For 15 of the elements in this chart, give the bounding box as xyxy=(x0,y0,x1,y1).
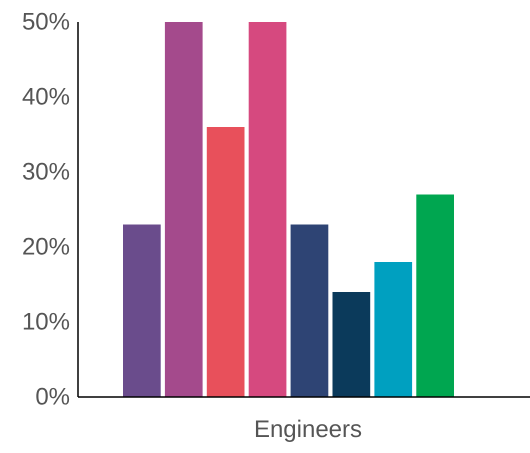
y-tick-label: 20% xyxy=(22,234,70,260)
bar xyxy=(206,127,245,397)
bar xyxy=(164,22,203,397)
bar xyxy=(416,194,454,397)
y-tick-label: 10% xyxy=(22,308,70,336)
bar xyxy=(332,292,370,397)
y-tick-label: 0% xyxy=(35,384,70,410)
y-tick-label: 50% xyxy=(22,8,70,36)
x-axis-title: Engineers xyxy=(254,416,362,443)
bar xyxy=(290,224,328,397)
y-tick-label: 30% xyxy=(22,158,70,186)
y-tick-label: 40% xyxy=(22,84,70,110)
bar xyxy=(123,224,161,397)
bar xyxy=(248,22,286,397)
bar xyxy=(374,262,412,397)
